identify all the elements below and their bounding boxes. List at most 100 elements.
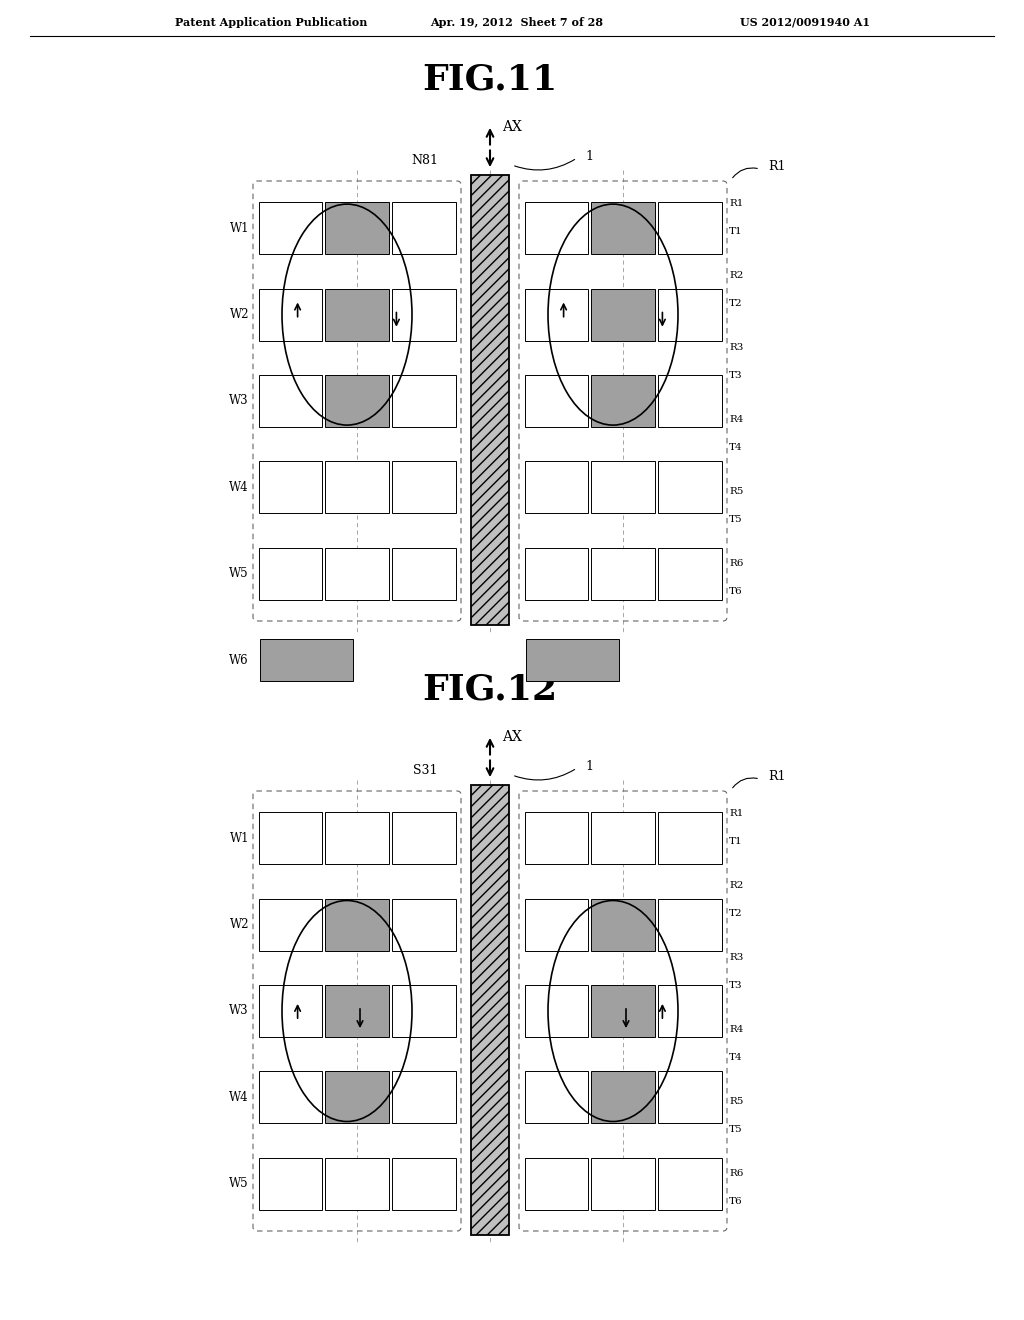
Bar xyxy=(591,1158,654,1209)
Bar xyxy=(524,985,588,1038)
Bar xyxy=(392,1158,456,1209)
Bar xyxy=(258,289,323,341)
Text: W5: W5 xyxy=(229,568,249,581)
Bar xyxy=(392,985,456,1038)
Text: T2: T2 xyxy=(729,909,742,919)
Bar xyxy=(258,1072,323,1123)
Bar xyxy=(392,375,456,426)
Bar xyxy=(258,985,323,1038)
Bar xyxy=(326,812,389,865)
Text: R2: R2 xyxy=(729,271,743,280)
Bar xyxy=(258,548,323,599)
Text: T1: T1 xyxy=(729,837,742,846)
Text: R4: R4 xyxy=(729,414,743,424)
Bar xyxy=(657,202,722,255)
Bar xyxy=(326,548,389,599)
Text: T6: T6 xyxy=(729,1197,742,1206)
Bar xyxy=(326,289,389,341)
Bar xyxy=(326,1158,389,1209)
Text: T4: T4 xyxy=(729,444,742,453)
Bar xyxy=(524,548,588,599)
Bar xyxy=(657,462,722,513)
Text: Patent Application Publication: Patent Application Publication xyxy=(175,16,368,28)
Text: FIG.12: FIG.12 xyxy=(423,673,557,708)
Text: T2: T2 xyxy=(729,300,742,309)
Bar xyxy=(591,548,654,599)
Bar xyxy=(258,375,323,426)
Bar xyxy=(657,375,722,426)
Bar xyxy=(326,985,389,1038)
Bar xyxy=(591,202,654,255)
Bar xyxy=(326,899,389,950)
Bar xyxy=(392,202,456,255)
Bar xyxy=(471,785,509,1236)
Bar xyxy=(524,462,588,513)
Text: T6: T6 xyxy=(729,587,742,597)
Bar xyxy=(258,462,323,513)
Bar xyxy=(326,375,389,426)
Bar xyxy=(392,899,456,950)
Bar xyxy=(524,202,588,255)
Bar xyxy=(591,985,654,1038)
Bar xyxy=(657,899,722,950)
Bar xyxy=(326,202,389,255)
Text: R1: R1 xyxy=(768,771,785,784)
Bar xyxy=(392,1072,456,1123)
Text: N81: N81 xyxy=(411,154,438,168)
Text: T5: T5 xyxy=(729,1125,742,1134)
Text: R3: R3 xyxy=(729,953,743,961)
Text: W2: W2 xyxy=(229,919,249,931)
Bar xyxy=(591,812,654,865)
Text: T4: T4 xyxy=(729,1053,742,1063)
Text: R5: R5 xyxy=(729,1097,743,1106)
Text: W6: W6 xyxy=(229,653,249,667)
Bar xyxy=(657,1072,722,1123)
Text: W3: W3 xyxy=(229,1005,249,1018)
Bar xyxy=(524,289,588,341)
Text: AX: AX xyxy=(502,120,522,135)
Text: R2: R2 xyxy=(729,880,743,890)
Text: T5: T5 xyxy=(729,515,742,524)
Bar xyxy=(657,1158,722,1209)
Text: T3: T3 xyxy=(729,371,742,380)
Bar xyxy=(258,899,323,950)
Bar xyxy=(392,289,456,341)
Text: R6: R6 xyxy=(729,558,743,568)
Text: AX: AX xyxy=(502,730,522,744)
Bar xyxy=(591,375,654,426)
Bar xyxy=(524,899,588,950)
Text: W3: W3 xyxy=(229,395,249,408)
Bar xyxy=(326,1072,389,1123)
Bar xyxy=(591,1072,654,1123)
Text: T3: T3 xyxy=(729,981,742,990)
Bar xyxy=(471,176,509,624)
Text: R1: R1 xyxy=(729,198,743,207)
Text: S31: S31 xyxy=(414,764,438,777)
Text: T1: T1 xyxy=(729,227,742,236)
Text: R5: R5 xyxy=(729,487,743,495)
Bar xyxy=(524,1072,588,1123)
Bar xyxy=(657,289,722,341)
Text: R1: R1 xyxy=(768,161,785,173)
Bar xyxy=(591,462,654,513)
Bar xyxy=(524,375,588,426)
Bar xyxy=(657,985,722,1038)
Bar xyxy=(260,639,353,681)
Bar xyxy=(392,812,456,865)
Bar xyxy=(326,462,389,513)
Bar xyxy=(392,462,456,513)
Bar xyxy=(258,202,323,255)
Bar xyxy=(258,812,323,865)
Text: R3: R3 xyxy=(729,342,743,351)
Text: R6: R6 xyxy=(729,1168,743,1177)
Bar xyxy=(591,899,654,950)
Bar xyxy=(657,812,722,865)
Text: W1: W1 xyxy=(229,832,249,845)
Bar xyxy=(657,548,722,599)
Text: W1: W1 xyxy=(229,222,249,235)
Text: R4: R4 xyxy=(729,1024,743,1034)
Bar xyxy=(524,812,588,865)
Text: W5: W5 xyxy=(229,1177,249,1191)
Text: 1: 1 xyxy=(585,760,593,774)
Text: R1: R1 xyxy=(729,808,743,817)
